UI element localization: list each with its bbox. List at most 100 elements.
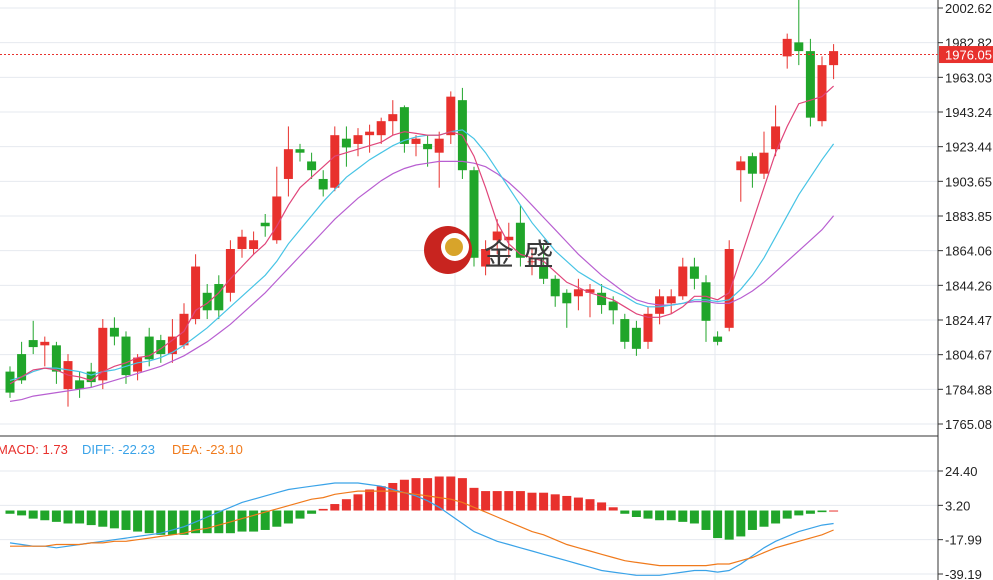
macd-bar [167, 510, 177, 535]
current-price-badge [939, 46, 993, 64]
candle-body [771, 126, 781, 150]
macd-bar [202, 510, 212, 534]
candle-body [747, 156, 757, 174]
candle-body [492, 231, 502, 241]
candle-body [759, 152, 769, 174]
macd-bar [457, 478, 467, 511]
candle-body [689, 266, 699, 279]
macd-bar [829, 510, 839, 512]
candle-body [585, 289, 595, 293]
macd-bar [597, 502, 607, 511]
candle-body [678, 266, 688, 297]
candle-body [156, 340, 166, 355]
price-tick-label: 1824.47 [945, 313, 992, 328]
macd-bar [28, 510, 38, 519]
candle-body [51, 345, 61, 372]
price-axis: 2002.621982.821963.031943.241923.441903.… [938, 1, 992, 432]
macd-bar [515, 491, 525, 511]
macd-bar [121, 510, 131, 530]
candle-body [724, 249, 734, 328]
macd-bar [817, 510, 827, 513]
macd-bar [446, 476, 456, 511]
candle-body [736, 161, 746, 171]
candle-body [17, 354, 27, 381]
macd-bar [17, 510, 27, 516]
candle-body [133, 357, 143, 372]
macd-bar [144, 510, 154, 534]
price-candles [5, 0, 839, 407]
macd-bar [794, 510, 804, 516]
macd-bar [481, 491, 491, 511]
macd-bar [724, 510, 734, 540]
candle-body [365, 131, 375, 136]
macd-bar [156, 510, 166, 535]
macd-bar [782, 510, 792, 519]
macd-bar [805, 510, 815, 514]
macd-bar [109, 510, 119, 529]
macd-bar [585, 499, 595, 511]
price-tick-label: 1943.24 [945, 105, 992, 120]
candle-body [28, 340, 38, 348]
candle-body [86, 371, 96, 383]
macd-bar [249, 510, 259, 532]
candle-body [283, 149, 293, 179]
candle-body [631, 327, 641, 349]
macd-bar [573, 497, 583, 511]
price-tick-label: 2002.62 [945, 1, 992, 16]
macd-bar [666, 510, 676, 521]
macd-bar [330, 504, 340, 511]
candle-body [330, 135, 340, 188]
candle-body [515, 222, 525, 258]
candle-body [411, 138, 421, 144]
macd-bar [260, 510, 270, 530]
macd-bar [63, 510, 73, 524]
macd-tick-label: 24.40 [945, 464, 978, 479]
macd-bar [434, 476, 444, 511]
macd-bar [86, 510, 96, 526]
macd-bar [527, 492, 537, 511]
macd-bar [713, 510, 723, 539]
candle-body [527, 261, 537, 263]
macd-bar [736, 510, 746, 537]
price-tick-label: 1903.65 [945, 174, 992, 189]
candle-body [562, 292, 572, 304]
ma-fast-line [9, 85, 835, 385]
macd-bar [492, 491, 502, 511]
macd-bar [51, 510, 61, 522]
macd-bar [701, 510, 711, 530]
macd-bar [759, 510, 769, 527]
candle-body [144, 336, 154, 360]
macd-bar [98, 510, 108, 527]
diff-line [9, 482, 834, 576]
candle-body [202, 292, 212, 311]
ma-mid-line [9, 129, 835, 381]
candle-body [794, 42, 804, 52]
candle-body [446, 96, 456, 136]
macd-bar [771, 510, 781, 524]
price-tick-label: 1883.85 [945, 209, 992, 224]
macd-legend-macd: MACD: 1.73 [0, 442, 68, 457]
macd-bar [562, 495, 572, 511]
macd-histogram [5, 476, 839, 540]
candle-body [121, 336, 131, 376]
macd-bar [5, 510, 15, 514]
macd-tick-label: 3.20 [945, 498, 970, 513]
macd-legend-diff: DIFF: -22.23 [82, 442, 155, 457]
candle-body [550, 278, 560, 297]
candle-body [5, 371, 15, 393]
macd-bar [307, 510, 317, 514]
macd-bar [689, 510, 699, 524]
candle-body [353, 135, 363, 144]
candle-body [481, 249, 491, 267]
candle-body [191, 266, 201, 320]
macd-bar [40, 510, 50, 521]
moving-average-lines [9, 85, 835, 402]
candle-body [805, 51, 815, 118]
macd-bar [272, 510, 282, 527]
macd-bar [678, 510, 688, 522]
macd-bar [539, 492, 549, 511]
macd-bar [283, 510, 293, 524]
candle-body [225, 249, 235, 293]
macd-bar [550, 494, 560, 511]
